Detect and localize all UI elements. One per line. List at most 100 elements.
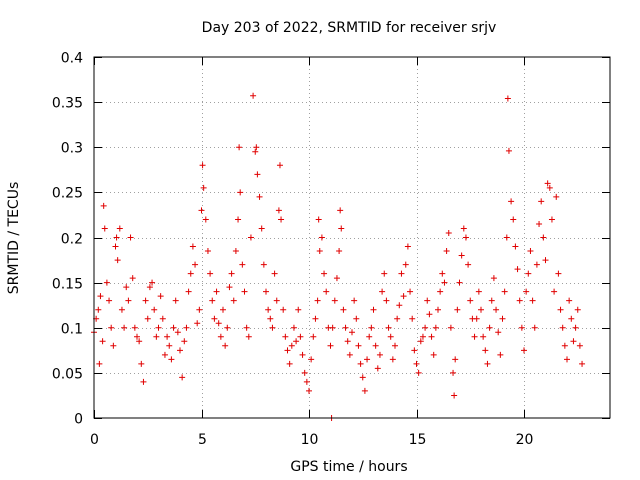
- data-point: [370, 306, 377, 313]
- data-point: [355, 342, 362, 349]
- data-point: [413, 360, 420, 367]
- data-point: [523, 288, 530, 295]
- data-point: [536, 220, 543, 227]
- data-point: [454, 306, 461, 313]
- data-point: [452, 356, 459, 363]
- data-point: [146, 284, 153, 291]
- data-point: [533, 261, 540, 268]
- data-point: [398, 270, 405, 277]
- data-point: [497, 351, 504, 358]
- data-point: [151, 306, 158, 313]
- data-point: [112, 243, 119, 250]
- data-point: [253, 144, 260, 151]
- data-point: [301, 369, 308, 376]
- plot-frame: [93, 56, 611, 419]
- data-point: [138, 360, 145, 367]
- data-point: [409, 315, 416, 322]
- data-point: [136, 338, 143, 345]
- data-point: [361, 387, 368, 394]
- data-point: [278, 216, 285, 223]
- data-point: [557, 306, 564, 313]
- data-point: [100, 202, 107, 209]
- data-point: [495, 329, 502, 336]
- data-point: [465, 261, 472, 268]
- data-point: [407, 288, 414, 295]
- data-point: [217, 333, 224, 340]
- data-point: [458, 252, 465, 259]
- data-point: [383, 297, 390, 304]
- data-point: [364, 356, 371, 363]
- data-point: [484, 360, 491, 367]
- y-tick-label: 0.25: [52, 186, 83, 202]
- data-point: [576, 342, 583, 349]
- data-point: [297, 333, 304, 340]
- data-point: [478, 306, 484, 313]
- data-point: [548, 216, 555, 223]
- data-point: [207, 270, 214, 277]
- data-point: [346, 351, 353, 358]
- data-point: [97, 293, 104, 300]
- data-point: [493, 306, 500, 313]
- data-point: [480, 333, 487, 340]
- data-point: [329, 324, 336, 331]
- data-point: [194, 320, 201, 327]
- data-point: [366, 333, 373, 340]
- data-point: [123, 284, 130, 291]
- data-point: [400, 293, 407, 300]
- data-point: [514, 266, 521, 273]
- data-point: [518, 324, 525, 331]
- data-point: [351, 297, 358, 304]
- data-point: [579, 360, 586, 367]
- data-point: [516, 297, 523, 304]
- data-point: [331, 297, 338, 304]
- data-point: [282, 333, 289, 340]
- data-point: [155, 324, 162, 331]
- data-point: [295, 306, 302, 313]
- data-point: [510, 216, 517, 223]
- data-point: [338, 225, 345, 232]
- data-point: [521, 347, 527, 354]
- data-point: [422, 324, 429, 331]
- data-point: [96, 360, 103, 367]
- data-point: [451, 392, 458, 399]
- x-tick-label: 10: [301, 432, 319, 448]
- data-point: [538, 198, 545, 205]
- data-point: [389, 356, 396, 363]
- data-point: [258, 225, 265, 232]
- data-point: [462, 234, 469, 241]
- data-point: [443, 248, 450, 255]
- data-point: [439, 270, 446, 277]
- data-point: [131, 324, 138, 331]
- data-point: [321, 270, 328, 277]
- data-point: [284, 347, 291, 354]
- data-point: [527, 248, 534, 255]
- data-point: [164, 333, 171, 340]
- data-point: [499, 315, 506, 322]
- data-point: [428, 333, 435, 340]
- data-point: [402, 261, 409, 268]
- x-tick-label: 0: [90, 432, 99, 448]
- data-point: [226, 284, 233, 291]
- y-tick-label: 0.05: [52, 367, 83, 383]
- data-point: [394, 315, 401, 322]
- data-point: [110, 342, 117, 349]
- data-point: [213, 288, 220, 295]
- data-point: [280, 306, 287, 313]
- data-point: [134, 333, 140, 340]
- y-tick-label: 0.4: [61, 51, 83, 67]
- data-point: [430, 351, 437, 358]
- data-point: [486, 324, 493, 331]
- data-point: [174, 329, 181, 336]
- data-point: [424, 297, 431, 304]
- data-point: [149, 279, 156, 286]
- data-point: [114, 257, 121, 264]
- data-point: [121, 324, 128, 331]
- data-point: [157, 293, 164, 300]
- data-point: [482, 347, 489, 354]
- data-point: [379, 288, 386, 295]
- data-point: [286, 360, 293, 367]
- data-point: [456, 279, 463, 286]
- data-point: [336, 248, 343, 255]
- data-point: [276, 162, 283, 169]
